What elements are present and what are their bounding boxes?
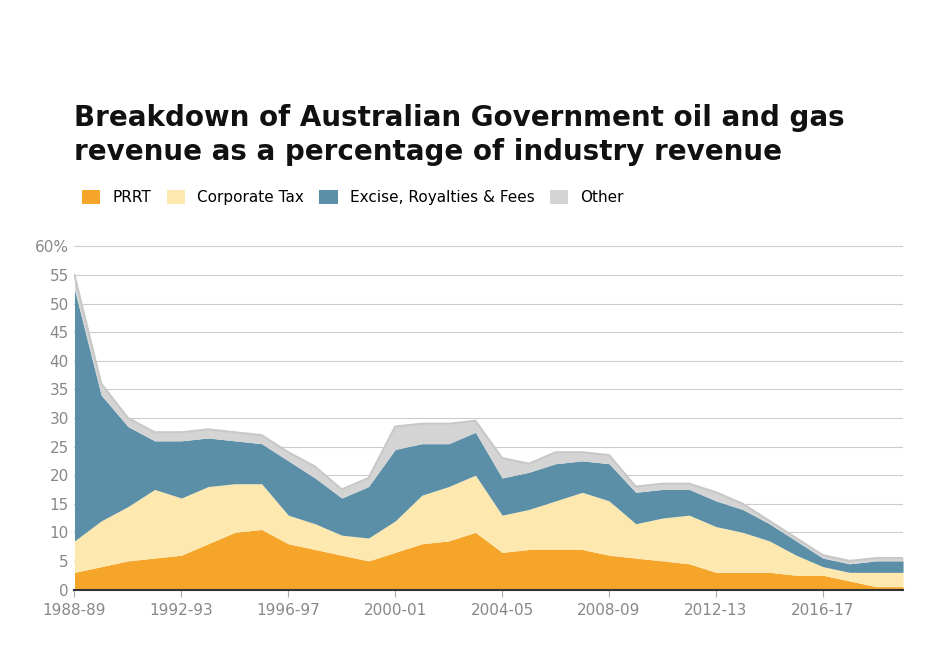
Legend: PRRT, Corporate Tax, Excise, Royalties & Fees, Other: PRRT, Corporate Tax, Excise, Royalties &… <box>82 190 624 205</box>
Text: Breakdown of Australian Government oil and gas
revenue as a percentage of indust: Breakdown of Australian Government oil a… <box>74 104 845 166</box>
